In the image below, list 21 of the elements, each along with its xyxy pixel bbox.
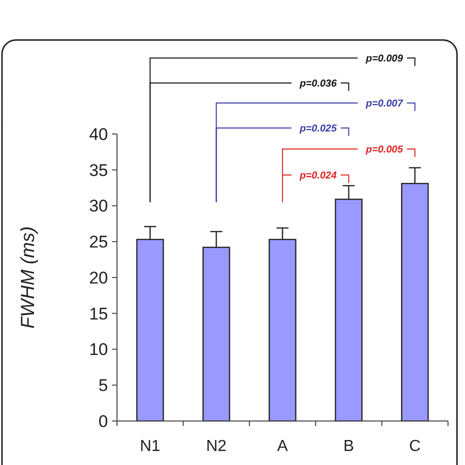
text: p=0.009	[364, 54, 404, 64]
y-tick-label: 15	[89, 304, 108, 324]
annotation: p=0.025	[298, 124, 338, 134]
x-tick-label: N2	[206, 438, 227, 455]
y-tick-label: 35	[89, 160, 108, 180]
y-tick-label: 0	[98, 412, 108, 431]
x-tick-label: N1	[140, 438, 160, 455]
text: p=0.036	[298, 78, 338, 90]
y-tick-label: 25	[89, 232, 108, 252]
y-tick-label: 10	[89, 340, 108, 360]
x-tick-label: C	[409, 438, 421, 455]
y-tick-label: 30	[89, 196, 108, 216]
y-tick-label: 40	[89, 124, 108, 144]
y-axis-title: FWHM (ms)	[18, 226, 39, 329]
y-tick-label: 5	[98, 376, 108, 396]
x-tick-label: A	[277, 438, 288, 455]
y-tick-label: 20	[89, 268, 108, 288]
x-tick-label: B	[343, 438, 354, 455]
annotation: p=0.024	[298, 170, 338, 182]
text: p=0.007	[364, 98, 404, 110]
annotation: p=0.005	[364, 144, 404, 156]
